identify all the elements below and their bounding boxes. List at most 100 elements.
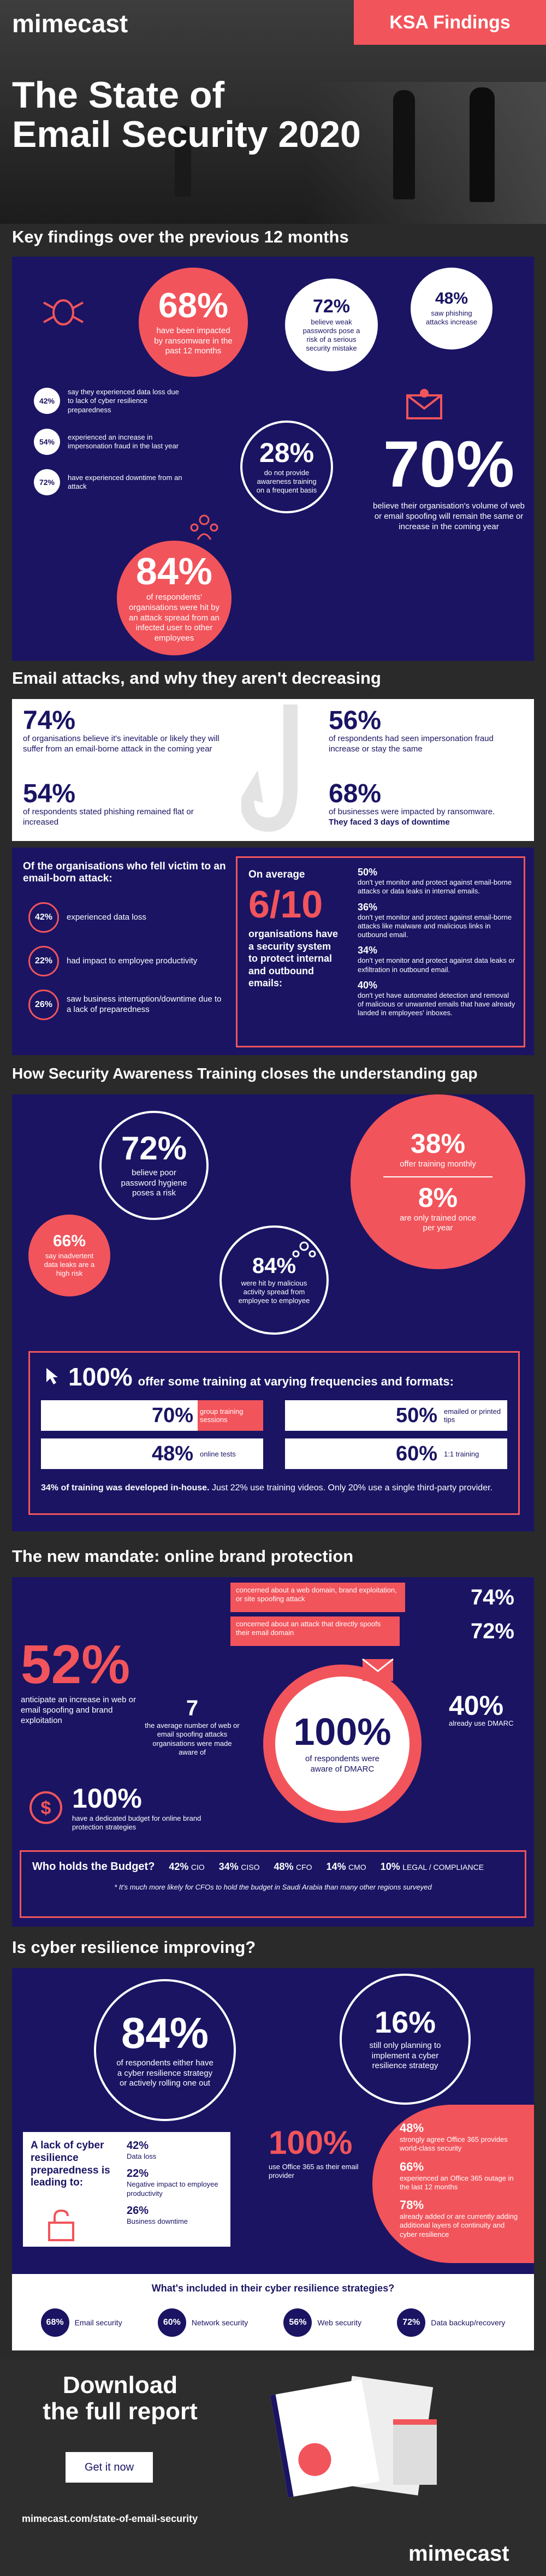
average-item-text: don't yet monitor and protect against da…	[358, 956, 515, 974]
section4-title: The new mandate: online brand protection	[12, 1547, 354, 1566]
stat-72-value: 72%	[312, 295, 351, 317]
victim-text: experienced data loss	[67, 912, 146, 922]
s3-stat-84-text: were hit by malicious activity spread fr…	[238, 1278, 310, 1305]
lack-list: 42% Data loss 22% Negative impact to emplo…	[127, 2140, 225, 2226]
stat-72-circle: 72% believe weak passwords pose a risk o…	[285, 279, 378, 371]
format-label: group training sessions	[198, 1400, 263, 1431]
stat-70-value: 70%	[383, 428, 515, 501]
format-item: 48% online tests	[41, 1438, 263, 1469]
format-label: emailed or printed tips	[444, 1407, 501, 1424]
format-value: 48%	[151, 1442, 193, 1465]
average-item-value: 34%	[358, 945, 378, 956]
average-item-value: 40%	[358, 979, 378, 991]
o365-item: 48% strongly agree Office 365 provides wo…	[400, 2121, 523, 2153]
stat-68-circle: 68% have been impacted by ransomware in …	[139, 268, 248, 377]
report-url[interactable]: mimecast.com/state-of-email-security	[22, 2513, 198, 2524]
s3-stat-38-value: 38%	[410, 1128, 466, 1159]
stat-68-value: 68%	[158, 285, 229, 325]
stat-48-circle: 48% saw phishing attacks increase	[411, 268, 492, 350]
email-warning-icon	[406, 389, 442, 419]
header-photo-figures	[306, 82, 546, 224]
o365-value: 48%	[400, 2121, 424, 2135]
stat-68-text: have been impacted by ransomware in the …	[154, 325, 233, 356]
who-item: 48% CFO	[274, 1861, 312, 1873]
stat-28-circle: 28% do not provide awareness training on…	[240, 421, 333, 513]
section1-panel: 68% have been impacted by ransomware in …	[12, 257, 534, 661]
logo[interactable]: mimecast	[12, 9, 128, 38]
formats-grid: 70% group training sessions 50% emailed …	[41, 1400, 507, 1469]
bug-icon	[43, 299, 84, 325]
pills-row: 68% Email security 60% Network security 56…	[12, 2308, 534, 2337]
s3-stat-66-circle: 66% say inadvertent data leaks are a hig…	[28, 1215, 110, 1296]
s4-stat-7: 7 the average number of web or email spo…	[143, 1697, 241, 1757]
who-label: LEGAL / COMPLIANCE	[402, 1863, 484, 1872]
stat-48-text: saw phishing attacks increase	[426, 309, 477, 326]
stat-84-circle: 84% of respondents' organisations were h…	[117, 541, 232, 655]
who-value: 14%	[326, 1861, 346, 1872]
ksa-badge-label: KSA Findings	[389, 11, 511, 33]
s5-stat-16-circle: 16% still only planning to implement a c…	[340, 1974, 471, 2105]
average-text: organisations have a security system to …	[248, 928, 339, 988]
s4-stat-40-value: 40%	[449, 1690, 504, 1721]
format-value: 50%	[395, 1404, 437, 1427]
average-item-value: 36%	[358, 901, 378, 913]
pill-value: 68%	[40, 2308, 69, 2337]
format-item: 70% group training sessions	[41, 1400, 263, 1431]
side-stat-value: 54%	[34, 428, 60, 455]
average-item: 40% don't yet have automated detection an…	[358, 980, 516, 1018]
footer-logo[interactable]: mimecast	[408, 2542, 509, 2566]
pill-item: 68% Email security	[40, 2308, 122, 2337]
s4-stat-100-text: of respondents were aware of DMARC	[305, 1754, 379, 1774]
section2-stats-card: 74% of organisations believe it's inevit…	[12, 699, 534, 841]
who-value: 34%	[218, 1861, 239, 1872]
average-item: 36% don't yet monitor and protect against…	[358, 902, 516, 940]
s4-stat-7-value: 7	[186, 1696, 199, 1720]
side-stat-text: say they experienced data loss due to la…	[68, 388, 179, 414]
who-item: 34% CISO	[219, 1861, 260, 1873]
victim-row: 22% had impact to employee productivity	[28, 946, 225, 976]
pill-value: 56%	[283, 2308, 312, 2337]
unlock-icon	[48, 2209, 74, 2241]
average-value: 6/10	[248, 883, 323, 926]
s3-stat-72-circle: 72% believe poor password hygiene poses …	[99, 1111, 209, 1220]
footer: Download the full report Get it now mime…	[0, 2359, 546, 2576]
s5-stat-100-value: 100%	[269, 2124, 353, 2161]
s4-budget: 100% have a dedicated budget for online …	[72, 1785, 214, 1832]
report-cover-small	[393, 2419, 437, 2485]
download-title: Download the full report	[22, 2372, 218, 2425]
s2-stat-text: of respondents stated phishing remained …	[23, 807, 194, 827]
s2-stat-value: 74%	[23, 706, 76, 735]
lack-item: 22% Negative impact to employee productiv…	[127, 2168, 225, 2198]
pill-item: 60% Network security	[157, 2308, 248, 2337]
whats-title: What's included in their cyber resilienc…	[151, 2283, 395, 2294]
bar-value: 74%	[470, 1585, 514, 1609]
stat-84-text: of respondents' organisations were hit b…	[129, 593, 219, 643]
pill-label: Web security	[317, 2318, 362, 2327]
format-item: 60% 1:1 training	[285, 1438, 507, 1469]
s3-stat-66-value: 66%	[52, 1231, 86, 1250]
lack-item: 42% Data loss	[127, 2140, 225, 2161]
whats-box: What's included in their cyber resilienc…	[12, 2274, 534, 2350]
s2-stat-value: 56%	[329, 706, 382, 735]
victim-value: 42%	[28, 902, 59, 933]
stat-70-text: believe their organisation's volume of w…	[372, 501, 525, 531]
who-item: 14% CMO	[327, 1861, 366, 1873]
s2-stat-54: 54% of respondents stated phishing remai…	[23, 781, 230, 828]
lack-value: 22%	[127, 2168, 149, 2180]
average-box: On average 6/10 organisations have a sec…	[236, 856, 525, 1047]
s5-stat-84-value: 84%	[121, 2008, 209, 2057]
lack-text: Data loss	[127, 2152, 157, 2160]
s5-stat-84-circle: 84% of respondents either have a cyber r…	[94, 1979, 236, 2121]
s3-stat-72-text: believe poor password hygiene poses a ri…	[121, 1168, 187, 1198]
s4-stat-7-text: the average number of web or email spoof…	[145, 1721, 240, 1756]
s5-stat-84-text: of respondents either have a cyber resil…	[116, 2058, 213, 2088]
format-label: 1:1 training	[444, 1449, 479, 1458]
section3-title: How Security Awareness Training closes t…	[12, 1065, 478, 1082]
get-it-now-button[interactable]: Get it now	[66, 2452, 153, 2483]
bar-row: concerned about a web domain, brand expl…	[230, 1583, 525, 1612]
cursor-click-icon	[46, 1368, 58, 1384]
pill-label: Data backup/recovery	[431, 2318, 506, 2327]
section2-title: Email attacks, and why they aren't decre…	[12, 668, 381, 688]
pill-label: Network security	[191, 2318, 248, 2327]
s2-stat-value: 54%	[23, 779, 76, 808]
